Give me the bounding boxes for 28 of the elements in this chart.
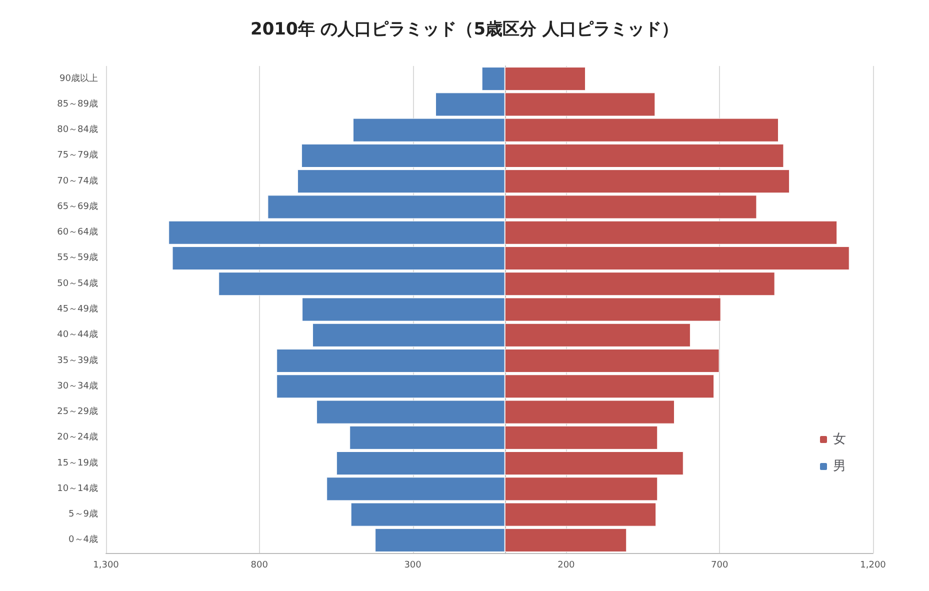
y-tick-label: 85～89歳 — [57, 98, 98, 110]
y-tick-label: 45～49歳 — [57, 304, 98, 314]
y-tick-label: 50～54歳 — [57, 278, 98, 289]
x-tick-label: 1,200 — [860, 560, 886, 570]
x-tick-label: 300 — [404, 560, 422, 570]
y-tick-label: 35～39歳 — [57, 354, 98, 366]
y-tick-label: 70～74歳 — [57, 175, 98, 186]
chart-title: 2010年 の人口ピラミッド（5歳区分 人口ピラミッド） — [250, 20, 678, 40]
x-tick-label: 1,300 — [93, 560, 120, 570]
legend-label: 女 — [833, 432, 846, 447]
y-tick-label: 65～69歳 — [57, 200, 98, 212]
legend-label: 男 — [833, 459, 846, 474]
y-tick-label: 20～24歳 — [57, 432, 98, 443]
y-tick-label: 40～44歳 — [57, 329, 98, 340]
y-tick-label: 10～14歳 — [57, 482, 98, 494]
x-tick-label: 800 — [250, 560, 268, 570]
y-tick-label: 60～64歳 — [57, 226, 98, 238]
y-tick-label: 5～9歳 — [68, 508, 98, 520]
x-tick-label: 700 — [711, 560, 728, 570]
y-tick-label: 25～29歳 — [57, 406, 98, 418]
y-tick-label: 90歳以上 — [60, 72, 98, 84]
y-tick-label: 15～19歳 — [57, 457, 98, 468]
y-tick-label: 75～79歳 — [57, 150, 98, 161]
y-tick-label: 80～84歳 — [57, 124, 98, 136]
y-tick-label: 55～59歳 — [57, 252, 98, 264]
y-tick-label: 0～4歳 — [68, 534, 98, 546]
y-tick-label: 30～34歳 — [57, 380, 98, 392]
x-tick-label: 200 — [558, 560, 576, 570]
